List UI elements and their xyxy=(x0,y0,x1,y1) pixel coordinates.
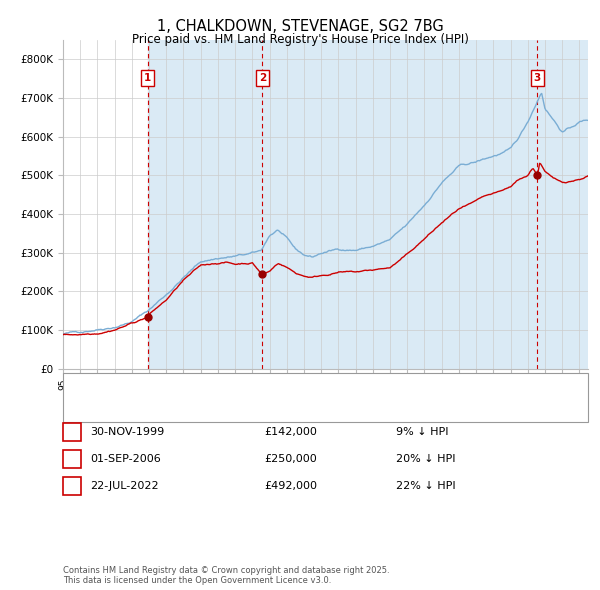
Text: Price paid vs. HM Land Registry's House Price Index (HPI): Price paid vs. HM Land Registry's House … xyxy=(131,33,469,46)
Text: £250,000: £250,000 xyxy=(264,454,317,464)
Text: 30-NOV-1999: 30-NOV-1999 xyxy=(90,427,164,437)
Text: 1: 1 xyxy=(68,427,76,437)
Text: 2: 2 xyxy=(259,73,266,83)
Text: 2: 2 xyxy=(68,454,76,464)
Bar xyxy=(262,40,538,369)
Bar xyxy=(538,40,588,369)
Text: £142,000: £142,000 xyxy=(264,427,317,437)
Text: 9% ↓ HPI: 9% ↓ HPI xyxy=(396,427,449,437)
Text: Contains HM Land Registry data © Crown copyright and database right 2025.
This d: Contains HM Land Registry data © Crown c… xyxy=(63,566,389,585)
Bar xyxy=(148,40,262,369)
Text: 1, CHALKDOWN, STEVENAGE, SG2 7BG (detached house): 1, CHALKDOWN, STEVENAGE, SG2 7BG (detach… xyxy=(107,382,406,392)
Text: 22-JUL-2022: 22-JUL-2022 xyxy=(90,481,158,491)
Text: £492,000: £492,000 xyxy=(264,481,317,491)
Text: 01-SEP-2006: 01-SEP-2006 xyxy=(90,454,161,464)
Text: 3: 3 xyxy=(534,73,541,83)
Text: 22% ↓ HPI: 22% ↓ HPI xyxy=(396,481,455,491)
Text: HPI: Average price, detached house, Stevenage: HPI: Average price, detached house, Stev… xyxy=(107,404,355,414)
Text: 1, CHALKDOWN, STEVENAGE, SG2 7BG: 1, CHALKDOWN, STEVENAGE, SG2 7BG xyxy=(157,19,443,34)
Text: 20% ↓ HPI: 20% ↓ HPI xyxy=(396,454,455,464)
Text: 1: 1 xyxy=(144,73,151,83)
Text: 3: 3 xyxy=(68,481,76,491)
